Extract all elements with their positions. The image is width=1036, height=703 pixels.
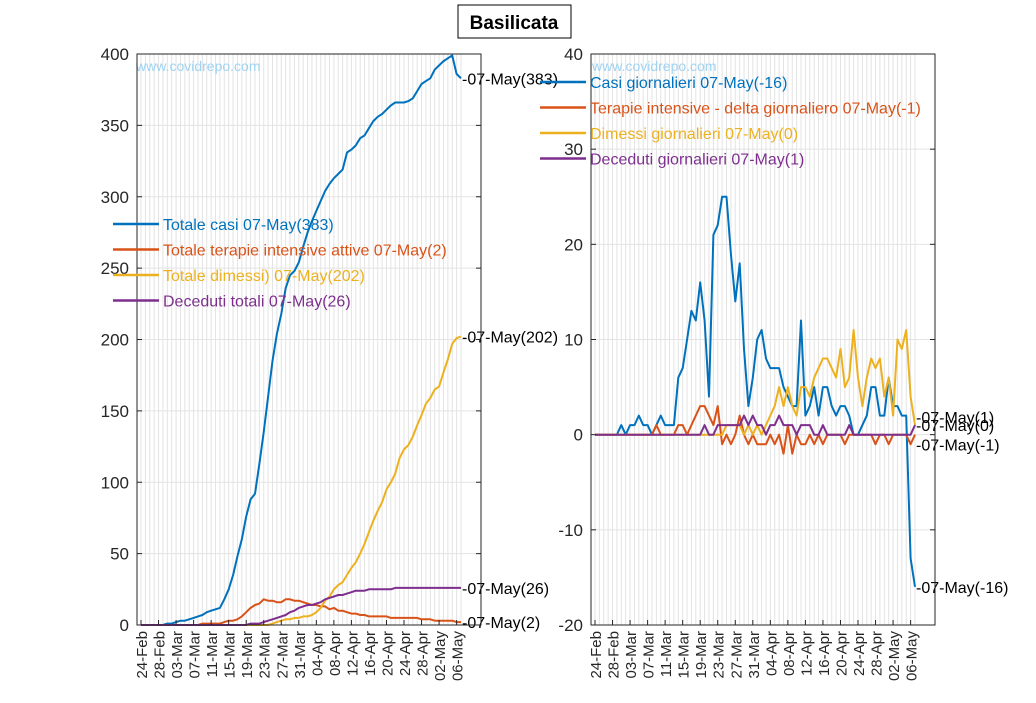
y-tick-label: 250 [101, 259, 129, 278]
x-tick-label: 27-Mar [274, 631, 291, 679]
x-tick-label: 08-Apr [781, 631, 798, 676]
x-tick-label: 20-Apr [833, 631, 850, 676]
x-tick-label: 06-May [904, 631, 921, 682]
x-tick-label: 03-Mar [623, 631, 640, 679]
y-tick-label: 40 [564, 45, 583, 64]
y-tick-label: 200 [101, 331, 129, 350]
x-tick-label: 15-Mar [222, 631, 239, 679]
series-line-1 [141, 54, 462, 626]
watermark: www.covidrepo.com [591, 58, 717, 74]
series-end-label: -07-May(383) [462, 71, 558, 88]
x-tick-label: 24-Feb [588, 631, 605, 679]
x-tick-label: 16-Apr [816, 631, 833, 676]
legend-entry: Totale casi 07-May(383) [163, 217, 334, 234]
series-end-label: -07-May(202) [462, 330, 558, 347]
x-tick-label: 12-Apr [344, 631, 361, 676]
chart-title-box: Basilicata [457, 4, 572, 39]
x-tick-label: 28-Feb [606, 631, 623, 679]
x-tick-label: 19-Mar [693, 631, 710, 679]
x-tick-label: 28-Apr [415, 631, 432, 676]
y-tick-label: 100 [101, 473, 129, 492]
x-tick-label: 11-Mar [658, 631, 675, 677]
chart-title: Basilicata [470, 13, 559, 34]
x-tick-label: 03-Mar [169, 631, 186, 679]
y-tick-label: -20 [558, 616, 583, 635]
x-tick-label: 27-Mar [728, 631, 745, 679]
x-tick-label: 04-Apr [309, 631, 326, 676]
y-tick-label: 150 [101, 402, 129, 421]
x-tick-label: 24-Feb [134, 631, 151, 679]
series-end-label: -07-May(-1) [916, 438, 1000, 455]
x-tick-label: 31-Mar [746, 631, 763, 679]
series-end-label: -07-May(-16) [916, 580, 1008, 597]
legend: Casi giornalieri 07-May(-16) Terapie inte… [540, 75, 921, 169]
left-axes: www.covidrepo.com -07-May(383) -07-May(2) -… [101, 45, 558, 681]
watermark: www.covidrepo.com [135, 58, 261, 74]
x-tick-label: 31-Mar [292, 631, 309, 679]
series-line-1 [595, 195, 916, 588]
legend-entry: Deceduti totali 07-May(26) [163, 294, 351, 311]
x-tick-label: 28-Feb [152, 631, 169, 679]
y-tick-label: 400 [101, 45, 129, 64]
y-tick-label: 10 [564, 331, 583, 350]
x-tick-label: 15-Mar [676, 631, 693, 679]
y-tick-label: 30 [564, 140, 583, 159]
series-line-4 [595, 414, 916, 436]
right-axes: www.covidrepo.com -07-May(-16) -07-May(-1)… [540, 45, 1008, 681]
y-tick-label: 0 [120, 616, 129, 635]
y-tick-label: -10 [558, 521, 583, 540]
grid [137, 53, 481, 626]
legend-entry: Deceduti giornalieri 07-May(1) [590, 152, 804, 169]
x-tick-label: 20-Apr [379, 631, 396, 676]
x-tick-label: 11-Mar [204, 631, 221, 677]
series-end-label: -07-May(0) [916, 418, 994, 435]
x-tick-label: 02-May [432, 631, 449, 682]
x-tick-label: 24-Apr [397, 631, 414, 676]
legend-entry: Casi giornalieri 07-May(-16) [590, 75, 787, 92]
x-tick-label: 12-Apr [798, 631, 815, 676]
x-tick-label: 23-Mar [257, 631, 274, 679]
legend-entry: Totale terapie intensive attive 07-May(2… [163, 243, 447, 260]
y-tick-label: 50 [110, 545, 129, 564]
x-tick-label: 07-Mar [641, 631, 658, 679]
x-tick-label: 08-Apr [327, 631, 344, 676]
y-tick-label: 300 [101, 188, 129, 207]
x-tick-label: 24-Apr [851, 631, 868, 676]
y-tick-label: 350 [101, 116, 129, 135]
series-end-label: -07-May(2) [462, 615, 540, 632]
legend-entry: Terapie intensive - delta giornaliero 07… [590, 101, 921, 118]
legend-entry: Totale dimessi) 07-May(202) [163, 268, 365, 285]
x-tick-label: 19-Mar [239, 631, 256, 679]
x-tick-label: 06-May [450, 631, 467, 682]
x-tick-label: 02-May [886, 631, 903, 682]
x-tick-label: 07-Mar [187, 631, 204, 679]
legend: Totale casi 07-May(383) Totale terapie in… [113, 217, 447, 311]
legend-entry: Dimessi giornalieri 07-May(0) [590, 126, 798, 143]
series-end-label: -07-May(26) [462, 581, 549, 598]
x-tick-label: 04-Apr [763, 631, 780, 676]
series-end-label: -07-May(1) [916, 410, 994, 427]
y-tick-label: 0 [574, 426, 583, 445]
x-tick-label: 23-Mar [711, 631, 728, 679]
x-tick-label: 28-Apr [869, 631, 886, 676]
x-tick-label: 16-Apr [362, 631, 379, 676]
y-tick-label: 20 [564, 235, 583, 254]
